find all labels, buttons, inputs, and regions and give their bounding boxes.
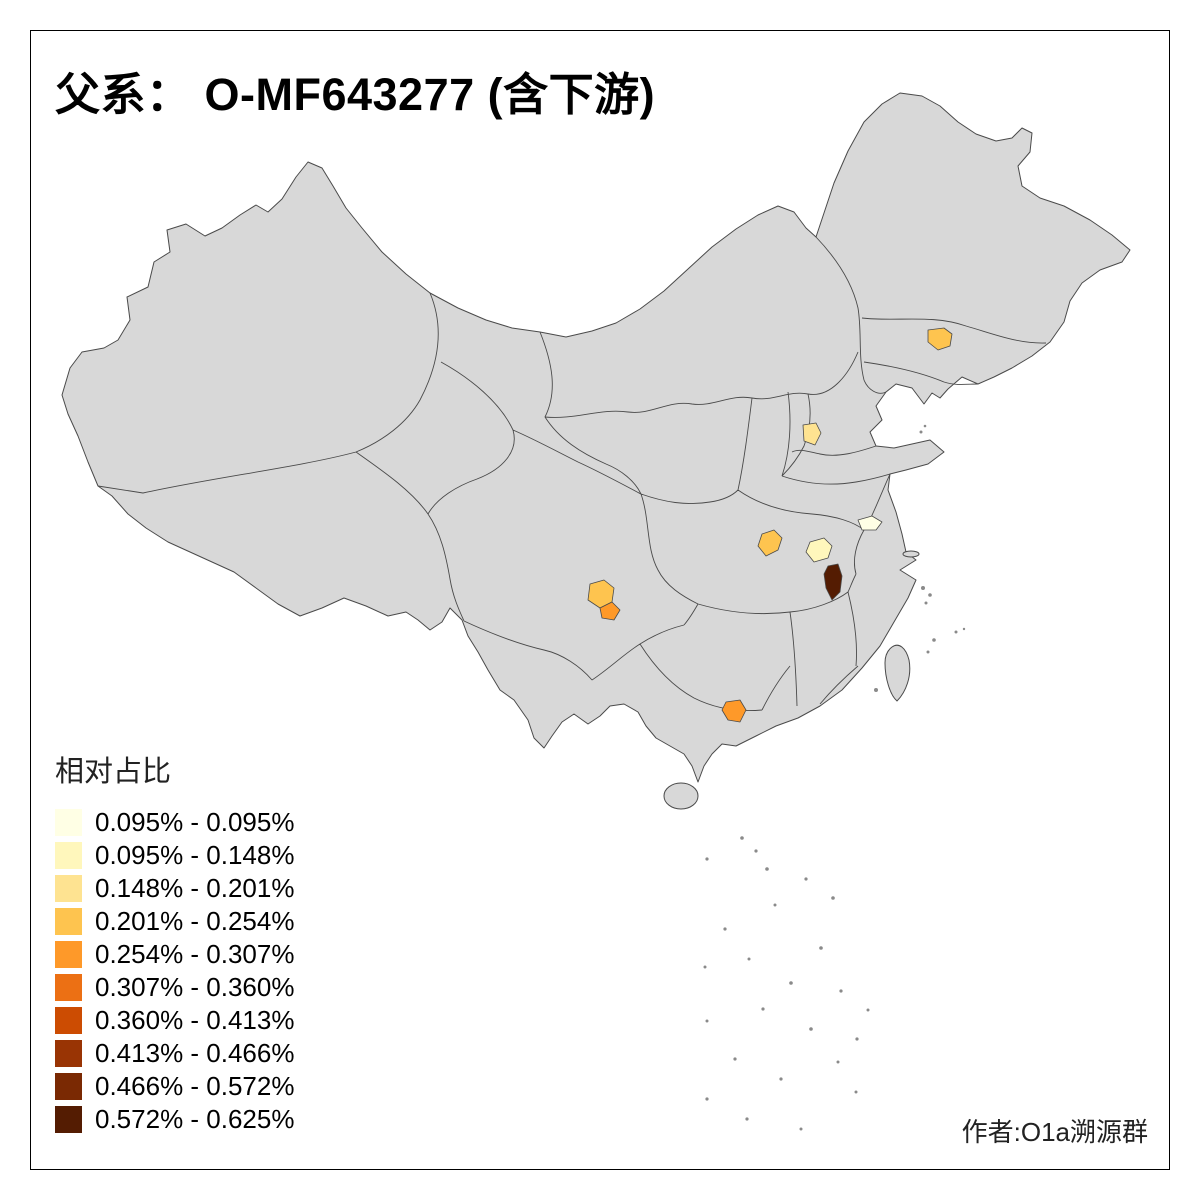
legend-item: 0.360% - 0.413%: [55, 1004, 294, 1037]
legend-label: 0.148% - 0.201%: [95, 873, 295, 903]
legend-item: 0.413% - 0.466%: [55, 1037, 294, 1070]
page-title: 父系： O-MF643277 (含下游): [55, 69, 656, 120]
legend-label: 0.254% - 0.307%: [95, 939, 295, 969]
legend-swatch: [55, 941, 82, 968]
legend-item: 0.095% - 0.095%: [55, 806, 294, 839]
china-mainland-shape: [61, 92, 1131, 783]
legend-label: 0.360% - 0.413%: [95, 1005, 295, 1035]
hainan-island-shape: [663, 782, 699, 810]
legend-item: 0.466% - 0.572%: [55, 1070, 294, 1103]
highlight-region-guangxi: [721, 699, 747, 723]
attribution-text: 作者:O1a溯源群: [961, 1117, 1148, 1147]
highlight-region-jiangsu: [857, 515, 883, 531]
legend-swatch: [55, 1007, 82, 1034]
legend-item: 0.148% - 0.201%: [55, 872, 294, 905]
legend-label: 0.413% - 0.466%: [95, 1038, 295, 1068]
legend-swatch: [55, 809, 82, 836]
legend: 相对占比 0.095% - 0.095% 0.095% - 0.148% 0.1…: [55, 748, 294, 1136]
legend-item: 0.201% - 0.254%: [55, 905, 294, 938]
legend-label: 0.201% - 0.254%: [95, 906, 295, 936]
highlight-region-anhui: [805, 537, 833, 563]
highlight-region-shandong-west: [802, 422, 822, 446]
legend-title: 相对占比: [55, 756, 172, 788]
south-china-sea-islets: [703, 836, 870, 1131]
highlight-region-henan-south: [757, 529, 783, 557]
legend-item: 0.307% - 0.360%: [55, 971, 294, 1004]
chongming-island-shape: [902, 550, 920, 558]
legend-swatch: [55, 875, 82, 902]
highlight-region-liaoning: [927, 327, 953, 351]
legend-label: 0.307% - 0.360%: [95, 972, 295, 1002]
highlight-region-anhui-south-dark: [823, 563, 843, 601]
legend-swatch: [55, 1040, 82, 1067]
legend-item: 0.572% - 0.625%: [55, 1103, 294, 1136]
legend-label: 0.572% - 0.625%: [95, 1104, 295, 1134]
taiwan-island-shape: [884, 644, 911, 702]
legend-swatch: [55, 1073, 82, 1100]
legend-swatch: [55, 908, 82, 935]
legend-item: 0.095% - 0.148%: [55, 839, 294, 872]
legend-label: 0.095% - 0.148%: [95, 840, 295, 870]
legend-swatch: [55, 1106, 82, 1133]
coastal-islets: [874, 424, 966, 692]
legend-label: 0.095% - 0.095%: [95, 807, 295, 837]
legend-swatch: [55, 974, 82, 1001]
legend-label: 0.466% - 0.572%: [95, 1071, 295, 1101]
legend-swatch: [55, 842, 82, 869]
highlight-region-sichuan-south: [599, 601, 621, 621]
legend-item: 0.254% - 0.307%: [55, 938, 294, 971]
